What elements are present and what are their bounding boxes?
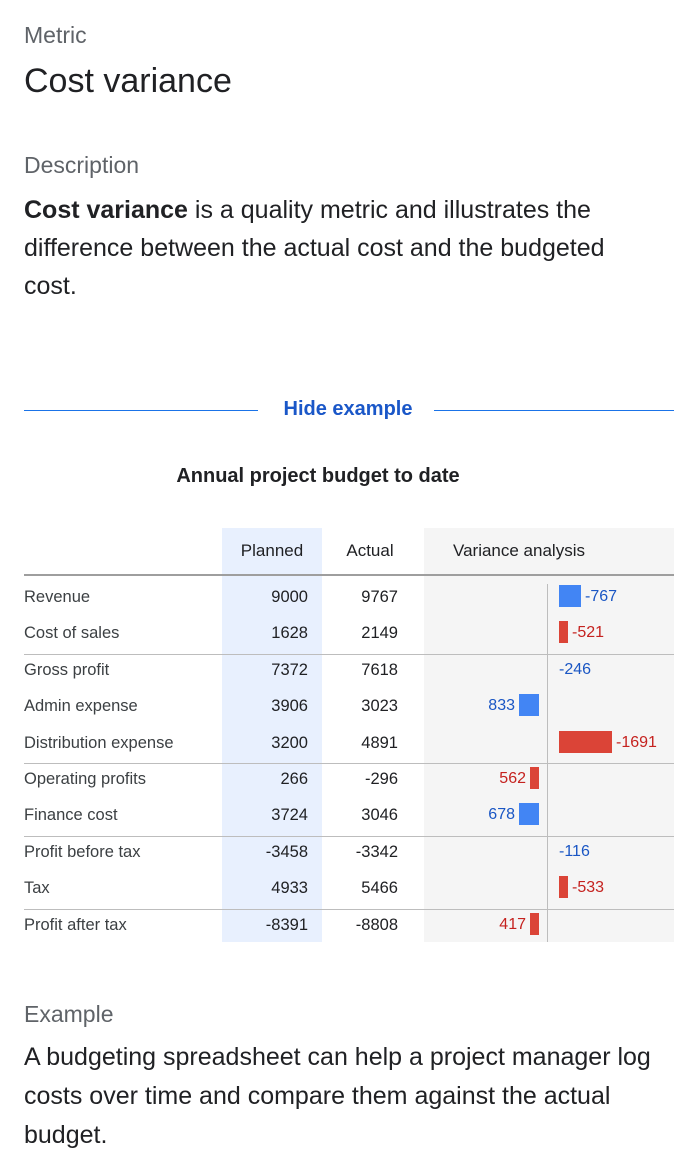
variance-bar (530, 912, 539, 935)
table-row: Admin expense 3906 3023 833 (0, 691, 688, 727)
variance-bar (519, 694, 539, 717)
table-row: Finance cost 3724 3046 678 (0, 800, 688, 836)
actual-cell: -296 (364, 770, 398, 788)
hide-example-button[interactable]: Hide example (283, 398, 413, 420)
planned-cell: 3906 (271, 697, 308, 716)
actual-cell: -3342 (355, 842, 398, 861)
table-row: Profit after tax -8391 -8808 417 (0, 910, 688, 946)
variance-bar (559, 621, 568, 644)
variance-bar (559, 585, 581, 607)
variance-bar (519, 803, 539, 826)
variance-label: -1691 (616, 733, 657, 751)
variance-label: 417 (499, 915, 526, 933)
planned-cell: -8391 (265, 915, 308, 934)
table-row: Gross profit 7372 7618 -246 (0, 655, 688, 691)
divider-left (24, 410, 258, 411)
table-row: Tax 4933 5466 -533 (0, 873, 688, 909)
variance-label: -767 (585, 588, 618, 605)
description-text: Cost variance is a quality metric and il… (24, 191, 664, 305)
variance-label: -116 (559, 842, 590, 860)
actual-cell: 3023 (361, 697, 398, 716)
variance-column-bg (424, 528, 674, 942)
example-label: Example (24, 1001, 114, 1027)
actual-cell: 7618 (361, 660, 398, 679)
row-label: Cost of sales (24, 624, 120, 643)
header-planned: Planned (240, 541, 304, 560)
row-label: Admin expense (24, 697, 138, 716)
row-label: Tax (24, 879, 50, 898)
variance-label: -533 (572, 879, 605, 897)
actual-cell: 9767 (361, 588, 398, 606)
table-row: Cost of sales 1628 2149 -521 (0, 618, 688, 654)
table-row: Profit before tax -3458 -3342 -116 (0, 837, 688, 873)
row-label: Profit before tax (24, 842, 141, 861)
row-label: Finance cost (24, 806, 118, 825)
actual-cell: 5466 (361, 879, 398, 898)
row-label: Revenue (24, 588, 91, 606)
row-label: Distribution expense (24, 733, 174, 752)
metric-label: Metric (24, 22, 87, 48)
planned-cell: 1628 (271, 624, 308, 643)
planned-cell: 9000 (271, 588, 308, 606)
planned-cell: 4933 (271, 879, 308, 898)
actual-cell: 3046 (361, 806, 398, 825)
variance-label: 833 (488, 697, 515, 715)
planned-cell: 266 (280, 770, 308, 788)
planned-cell: -3458 (265, 842, 308, 861)
actual-cell: 2149 (361, 624, 398, 643)
row-label: Operating profits (24, 770, 146, 788)
actual-cell: -8808 (355, 915, 398, 934)
variance-label: -521 (572, 624, 605, 642)
example-card-title: Annual project budget to date (176, 465, 460, 487)
example-text: A budgeting spreadsheet can help a proje… (24, 1043, 651, 1149)
row-divider (24, 908, 674, 910)
row-divider (24, 653, 674, 655)
variance-bar (559, 876, 568, 899)
variance-label: 678 (488, 806, 515, 824)
table-row: Revenue 9000 9767 -767 (0, 582, 688, 618)
planned-cell: 7372 (271, 660, 308, 679)
variance-label: -246 (559, 660, 592, 678)
row-divider (24, 835, 674, 837)
row-divider (24, 763, 674, 764)
metric-title: Cost variance (24, 62, 232, 100)
table-row: Operating profits 266 -296 562 (0, 764, 688, 800)
header-actual: Actual (346, 541, 394, 560)
description-term: Cost variance (24, 196, 188, 224)
variance-label: 562 (499, 770, 526, 787)
variance-bar (559, 730, 612, 753)
planned-column-bg (222, 528, 322, 942)
description-body: is a quality metric and illustrates the … (24, 196, 605, 300)
row-label: Gross profit (24, 660, 110, 679)
variance-bar (530, 767, 539, 789)
header-variance: Variance analysis (453, 541, 585, 560)
header-divider (24, 574, 674, 576)
planned-cell: 3724 (271, 806, 308, 825)
divider-right (434, 410, 674, 411)
actual-cell: 4891 (361, 733, 398, 752)
table-row: Distribution expense 3200 4891 -1691 (0, 728, 688, 764)
row-label: Profit after tax (24, 915, 127, 934)
planned-cell: 3200 (271, 733, 308, 752)
description-label: Description (24, 152, 140, 178)
